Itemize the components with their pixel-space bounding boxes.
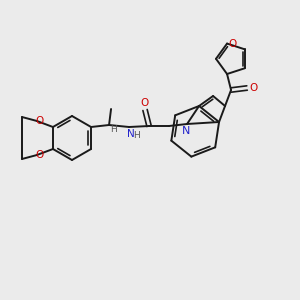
Text: N: N (182, 126, 190, 136)
Text: H: H (133, 131, 140, 140)
Text: O: O (36, 150, 44, 160)
Text: O: O (140, 98, 148, 108)
Text: N: N (127, 129, 135, 139)
Text: H: H (110, 125, 116, 134)
Text: O: O (36, 116, 44, 126)
Text: O: O (228, 39, 236, 49)
Text: O: O (249, 83, 257, 93)
